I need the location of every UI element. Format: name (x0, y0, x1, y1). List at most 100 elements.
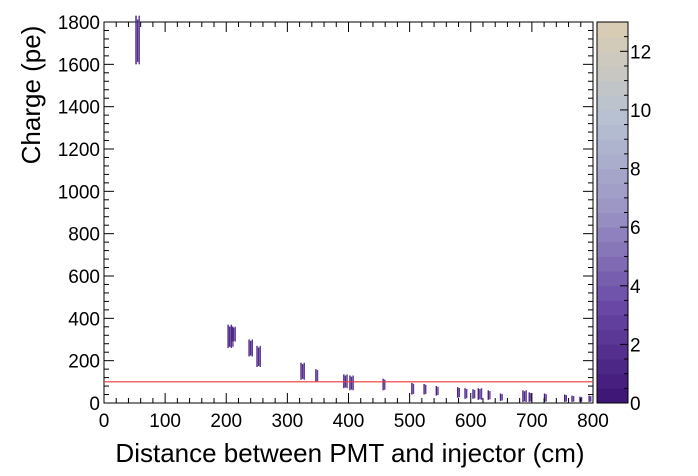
cluster-bin (251, 339, 253, 357)
cluster-16 (477, 388, 483, 400)
cluster-bin (480, 388, 483, 400)
colorbar-band (597, 388, 628, 404)
y-axis-ticks: 0 200 400 600 800 1000 1200 1400 1600 1800 (58, 13, 593, 415)
x-tick-label: 300 (272, 411, 304, 432)
cluster-6 (315, 369, 319, 382)
cluster-bin (248, 339, 250, 357)
x-tick-label: 600 (455, 411, 487, 432)
cluster-bin (565, 395, 567, 402)
cluster-0 (135, 15, 140, 65)
cluster-bin (435, 386, 438, 396)
cluster-bin (525, 390, 527, 402)
cluster-bin (227, 324, 229, 348)
x-axis-label: Distance between PMT and injector (cm) (115, 438, 584, 468)
cluster-22 (563, 394, 567, 402)
cluster-bin (543, 393, 546, 402)
colorbar-band (597, 183, 628, 199)
colorbar-band (597, 373, 628, 389)
colorbar-band (597, 315, 628, 331)
cluster-bin (523, 391, 526, 402)
cluster-bin (572, 396, 575, 402)
cluster-bin (458, 387, 461, 398)
cluster-bin (588, 395, 590, 402)
cluster-bin (256, 345, 258, 368)
cluster-4 (256, 345, 261, 368)
cluster-bin (472, 389, 474, 399)
cluster-bin (423, 383, 425, 395)
cluster-14 (464, 388, 468, 399)
cluster-bin (499, 393, 502, 401)
cluster-bin (590, 396, 592, 402)
colorbar-band (597, 329, 628, 345)
cluster-bin (464, 388, 466, 399)
x-tick-label: 400 (333, 411, 365, 432)
colorbar-band (597, 212, 628, 228)
colorbar-band (597, 241, 628, 257)
colorbar-tick-label: 0 (630, 394, 641, 415)
y-tick-label: 1600 (58, 55, 100, 76)
colorbar-tick-label: 8 (630, 160, 641, 181)
cluster-15 (472, 389, 476, 399)
cluster-bin (479, 389, 481, 400)
colorbar-band (597, 139, 628, 155)
cluster-bin (229, 326, 231, 347)
cluster-bin (487, 390, 489, 400)
cluster-24 (579, 396, 583, 402)
cluster-bin (136, 19, 139, 62)
x-tick-label: 100 (149, 411, 181, 432)
cluster-bin (135, 15, 137, 65)
y-tick-label: 1000 (58, 182, 100, 203)
cluster-bin (465, 389, 468, 399)
colorbar-tick-label: 10 (630, 101, 651, 122)
cluster-5 (300, 362, 305, 380)
cluster-bin (316, 370, 319, 382)
y-tick-label: 1400 (58, 98, 100, 119)
colorbar-band (597, 197, 628, 213)
cluster-bin (412, 383, 415, 394)
cluster-bin (352, 375, 354, 391)
colorbar-tick-label: 4 (630, 277, 641, 298)
y-tick-label: 1800 (58, 13, 100, 34)
cluster-bin (489, 391, 491, 400)
colorbar-band (597, 124, 628, 140)
cluster-23 (571, 395, 575, 402)
cluster-bin (138, 15, 140, 65)
colorbar-band (597, 285, 628, 301)
cluster-12 (435, 386, 439, 396)
cluster-21 (543, 393, 547, 402)
x-tick-label: 200 (210, 411, 242, 432)
cluster-bin (563, 394, 566, 402)
colorbar-tick-label: 2 (630, 335, 641, 356)
colorbar-band (597, 256, 628, 272)
cluster-bin (580, 397, 583, 402)
cluster-bin (579, 396, 581, 402)
y-axis-label: Charge (pe) (16, 26, 46, 165)
cluster-bin (300, 362, 302, 380)
cluster-bin (234, 326, 236, 342)
cluster-bin (384, 379, 386, 390)
colorbar-band (597, 227, 628, 243)
cluster-bin (349, 375, 351, 391)
cluster-25 (588, 395, 592, 402)
colorbar-band (597, 300, 628, 316)
y-tick-label: 800 (68, 225, 100, 246)
cluster-8 (349, 375, 354, 391)
cluster-bin (411, 382, 413, 395)
x-tick-label: 800 (577, 411, 609, 432)
cluster-bin (522, 390, 524, 402)
cluster-19 (522, 390, 527, 402)
cluster-bin (303, 362, 305, 380)
colorbar-tick-label: 6 (630, 218, 641, 239)
cluster-bin (382, 378, 384, 391)
x-tick-label: 500 (394, 411, 426, 432)
colorbar-band (597, 109, 628, 126)
plot-area (103, 21, 594, 404)
cluster-bin (473, 390, 476, 399)
cluster-2 (231, 326, 236, 342)
cluster-bin (259, 345, 261, 368)
cluster-bin (425, 384, 427, 395)
colorbar-band (597, 65, 628, 82)
cluster-bin (571, 395, 573, 402)
cluster-3 (248, 339, 253, 357)
colorbar-band (597, 344, 628, 360)
